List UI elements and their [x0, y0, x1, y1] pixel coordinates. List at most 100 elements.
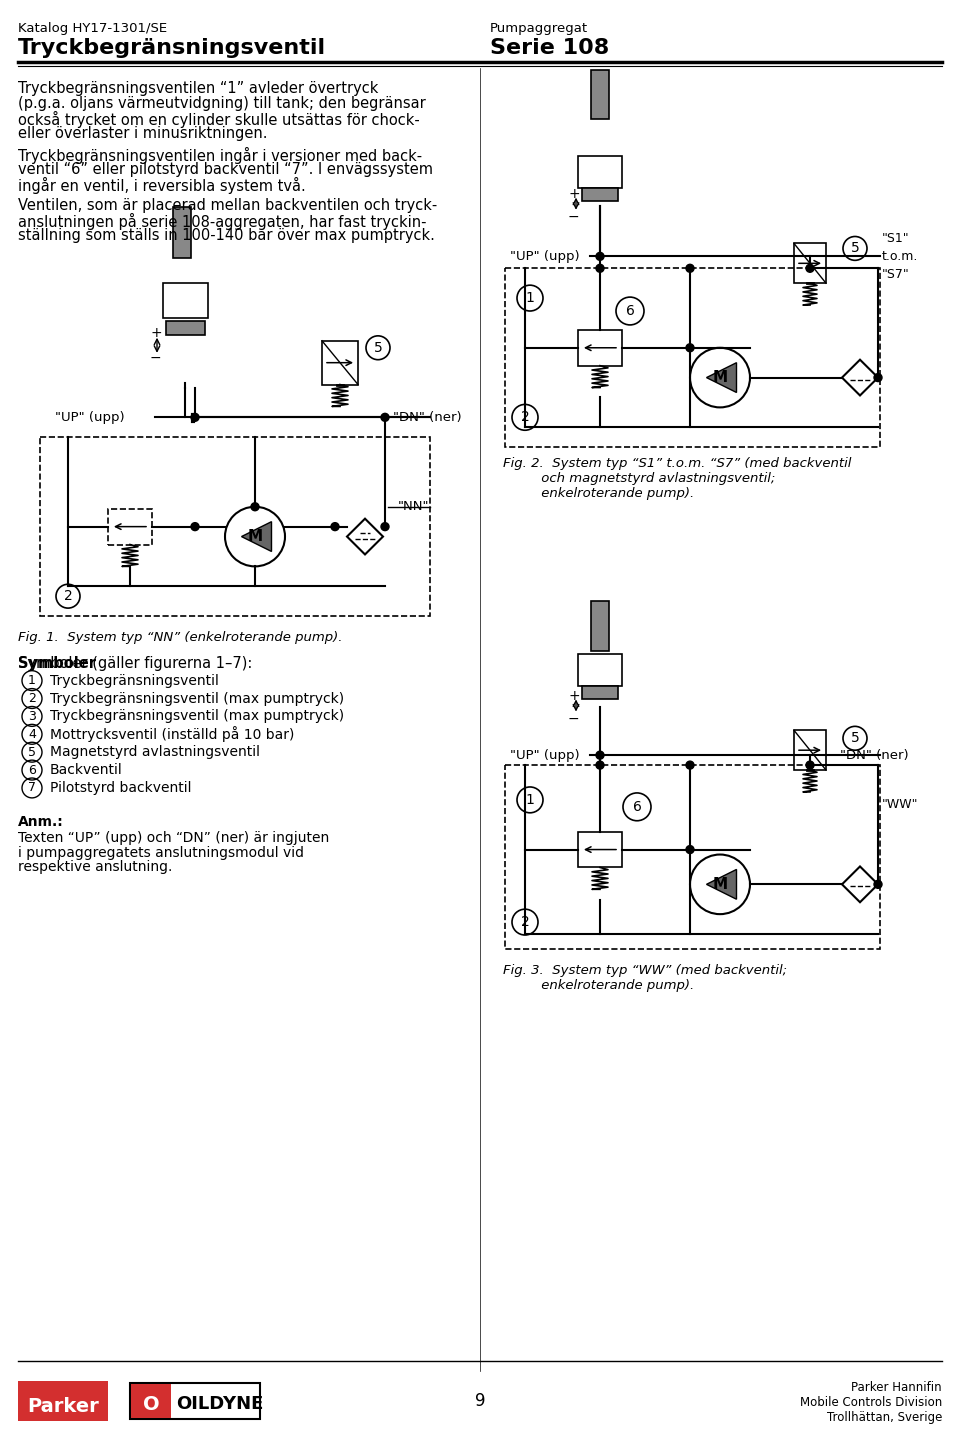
Bar [130, 1384, 260, 1418]
Circle shape [251, 503, 259, 511]
Text: Fig. 3.  System typ “WW” (med backventil;
         enkelroterande pump).: Fig. 3. System typ “WW” (med backventil;… [503, 964, 787, 992]
Text: 1: 1 [28, 674, 36, 687]
Bar [18, 1381, 108, 1421]
Text: Pumpaggregat: Pumpaggregat [490, 22, 588, 34]
Text: 7: 7 [28, 782, 36, 794]
Text: Symboler: Symboler [18, 655, 96, 671]
Bar [794, 730, 826, 770]
Text: Parker Hannifin
Mobile Controls Division
Trollhättan, Sverige: Parker Hannifin Mobile Controls Division… [800, 1381, 942, 1424]
Bar [591, 70, 609, 119]
Circle shape [874, 880, 882, 888]
Text: ingår en ventil, i reversibla system två.: ingår en ventil, i reversibla system två… [18, 176, 305, 194]
Text: Anm.:: Anm.: [18, 815, 63, 829]
Text: M: M [712, 370, 728, 386]
Text: eller överlaster i minusriktningen.: eller överlaster i minusriktningen. [18, 126, 268, 141]
Text: ställning som ställs in 100-140 bar över max pumptryck.: ställning som ställs in 100-140 bar över… [18, 228, 435, 242]
Text: OILDYNE: OILDYNE [177, 1395, 264, 1412]
Bar [578, 654, 622, 685]
Text: 2: 2 [28, 693, 36, 706]
Text: −: − [150, 351, 161, 364]
Text: "S1"
t.o.m.
"S7": "S1" t.o.m. "S7" [882, 232, 919, 281]
Text: Parker: Parker [27, 1397, 99, 1415]
Bar [322, 341, 358, 384]
Text: Serie 108: Serie 108 [490, 37, 610, 57]
Polygon shape [707, 869, 736, 899]
Circle shape [381, 522, 389, 531]
Circle shape [596, 264, 604, 272]
Bar [582, 188, 618, 201]
Text: ventil “6” eller pilotstyrd backventil “7”. I envägssystem: ventil “6” eller pilotstyrd backventil “… [18, 162, 433, 176]
Circle shape [806, 264, 814, 272]
Text: O: O [143, 1394, 159, 1414]
Text: "DN" (ner): "DN" (ner) [840, 749, 908, 761]
Bar [166, 321, 205, 336]
Text: "NN": "NN" [398, 500, 429, 513]
Text: M: M [712, 876, 728, 892]
Text: Magnetstyrd avlastningsventil: Magnetstyrd avlastningsventil [50, 746, 260, 759]
Text: Mottrycksventil (inställd på 10 bar): Mottrycksventil (inställd på 10 bar) [50, 727, 295, 743]
Circle shape [874, 374, 882, 381]
Bar [163, 282, 208, 318]
Text: Fig. 2.  System typ “S1” t.o.m. “S7” (med backventil
         och magnetstyrd av: Fig. 2. System typ “S1” t.o.m. “S7” (med… [503, 457, 852, 500]
Text: 2: 2 [63, 589, 72, 604]
Circle shape [596, 751, 604, 759]
Circle shape [686, 344, 694, 351]
Text: 2: 2 [520, 915, 529, 929]
Circle shape [381, 413, 389, 422]
Polygon shape [242, 522, 272, 552]
Text: Symboler (gäller figurerna 1–7):: Symboler (gäller figurerna 1–7): [18, 655, 252, 671]
Bar [591, 601, 609, 651]
Text: +: + [568, 688, 580, 703]
Circle shape [596, 252, 604, 261]
Circle shape [331, 522, 339, 531]
Text: +: + [150, 326, 161, 340]
Bar [578, 156, 622, 188]
Text: 6: 6 [626, 304, 635, 318]
Text: 5: 5 [28, 746, 36, 759]
Text: Ventilen, som är placerad mellan backventilen och tryck-: Ventilen, som är placerad mellan backven… [18, 198, 437, 212]
Text: M: M [248, 529, 263, 543]
Text: 1: 1 [525, 793, 535, 807]
Text: Backventil: Backventil [50, 763, 123, 777]
Text: "UP" (upp): "UP" (upp) [510, 250, 580, 262]
Text: 5: 5 [851, 731, 859, 746]
Text: Katalog HY17-1301/SE: Katalog HY17-1301/SE [18, 22, 167, 34]
Bar [131, 1384, 171, 1418]
Text: −: − [568, 209, 580, 224]
Bar [173, 206, 191, 258]
Text: "UP" (upp): "UP" (upp) [55, 410, 125, 424]
Circle shape [686, 846, 694, 853]
Text: 4: 4 [28, 728, 36, 741]
Circle shape [596, 761, 604, 769]
Text: anslutningen på serie 108-aggregaten, har fast tryckin-: anslutningen på serie 108-aggregaten, ha… [18, 212, 426, 229]
Circle shape [686, 264, 694, 272]
Text: −: − [568, 711, 580, 726]
Text: Tryckbegränsningsventil: Tryckbegränsningsventil [50, 674, 219, 688]
Text: Pilotstyrd backventil: Pilotstyrd backventil [50, 782, 191, 794]
Text: Tryckbegränsningsventil (max pumptryck): Tryckbegränsningsventil (max pumptryck) [50, 710, 344, 723]
Text: Texten “UP” (upp) och “DN” (ner) är ingjuten: Texten “UP” (upp) och “DN” (ner) är ingj… [18, 830, 329, 845]
Bar [582, 685, 618, 698]
Text: +: + [568, 186, 580, 201]
Text: 3: 3 [28, 710, 36, 723]
Text: Tryckbegränsningsventil (max pumptryck): Tryckbegränsningsventil (max pumptryck) [50, 691, 344, 706]
Text: 9: 9 [475, 1392, 485, 1410]
Text: Tryckbegränsningsventil: Tryckbegränsningsventil [18, 37, 326, 57]
Text: också trycket om en cylinder skulle utsättas för chock-: också trycket om en cylinder skulle utsä… [18, 112, 420, 128]
Text: 2: 2 [520, 410, 529, 424]
Text: Tryckbegränsningsventilen ingår i versioner med back-: Tryckbegränsningsventilen ingår i versio… [18, 148, 422, 163]
Text: "DN" (ner): "DN" (ner) [393, 410, 462, 424]
Text: Fig. 1.  System typ “NN” (enkelroterande pump).: Fig. 1. System typ “NN” (enkelroterande … [18, 631, 343, 644]
Polygon shape [707, 363, 736, 393]
Text: 1: 1 [525, 291, 535, 305]
Text: 5: 5 [851, 241, 859, 255]
Text: 5: 5 [373, 341, 382, 354]
Text: respektive anslutning.: respektive anslutning. [18, 860, 173, 875]
Circle shape [806, 761, 814, 769]
Text: "WW": "WW" [882, 799, 919, 812]
Text: (p.g.a. oljans värmeutvidgning) till tank; den begränsar: (p.g.a. oljans värmeutvidgning) till tan… [18, 96, 425, 112]
Bar [794, 244, 826, 282]
Text: Tryckbegränsningsventilen “1” avleder övertryck: Tryckbegränsningsventilen “1” avleder öv… [18, 82, 378, 96]
Circle shape [686, 761, 694, 769]
Circle shape [191, 522, 199, 531]
